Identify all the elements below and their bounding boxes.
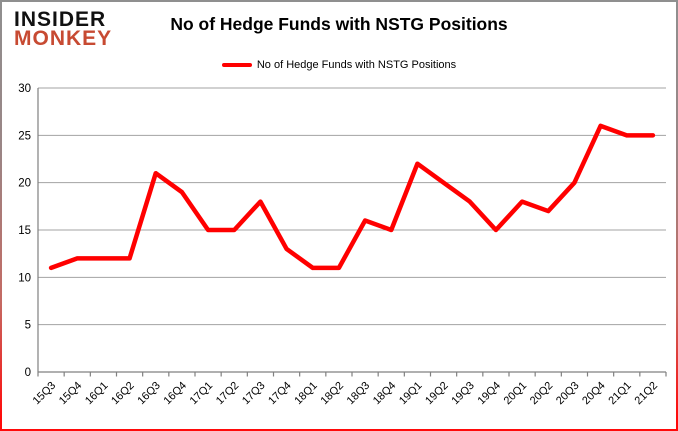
series-line <box>48 123 656 271</box>
y-tick-label: 30 <box>18 83 31 95</box>
y-tick-label: 5 <box>25 320 31 332</box>
y-tick-label: 10 <box>18 272 31 284</box>
chart-title: No of Hedge Funds with NSTG Positions <box>170 14 508 34</box>
x-tick-label: 16Q3 <box>135 380 163 408</box>
x-tick-label: 15Q3 <box>31 380 59 408</box>
x-tick-label: 19Q2 <box>423 380 451 408</box>
x-tick-label: 21Q1 <box>606 380 634 408</box>
legend-label: No of Hedge Funds with NSTG Positions <box>256 59 457 71</box>
logo-line-monkey: MONKEY <box>14 27 113 51</box>
x-tick-label: 19Q1 <box>397 380 425 408</box>
x-tick-label: 16Q2 <box>109 380 137 408</box>
logo-line-insider: INSIDER <box>14 8 107 31</box>
x-tick-label: 20Q3 <box>554 380 582 408</box>
x-tick-label: 19Q4 <box>476 380 504 408</box>
x-tick-label: 20Q4 <box>580 380 608 408</box>
y-tick-label: 20 <box>18 178 31 190</box>
legend: No of Hedge Funds with NSTG Positions <box>2 59 676 71</box>
x-tick-label: 18Q3 <box>345 380 373 408</box>
y-tick-label: 15 <box>18 225 31 237</box>
x-tick-label: 18Q1 <box>292 380 320 408</box>
x-tick-label: 17Q1 <box>188 380 216 408</box>
legend-line-swatch <box>221 62 252 68</box>
x-tick-label: 15Q4 <box>57 380 85 408</box>
x-tick-label: 21Q2 <box>633 380 661 408</box>
x-tick-label: 19Q3 <box>449 380 477 408</box>
x-tick-label: 16Q4 <box>162 380 190 408</box>
insider-monkey-logo: INSIDER MONKEY <box>14 8 113 51</box>
x-tick-label: 18Q2 <box>319 380 347 408</box>
x-tick-label: 20Q2 <box>528 380 556 408</box>
x-tick-label: 18Q4 <box>371 380 399 408</box>
y-tick-label: 0 <box>25 367 31 379</box>
x-tick-label: 17Q2 <box>214 380 242 408</box>
x-tick-label: 17Q4 <box>266 380 294 408</box>
y-tick-label: 25 <box>18 130 31 142</box>
x-tick-label: 16Q1 <box>83 380 111 408</box>
x-tick-label: 17Q3 <box>240 380 268 408</box>
x-tick-label: 20Q1 <box>502 380 530 408</box>
